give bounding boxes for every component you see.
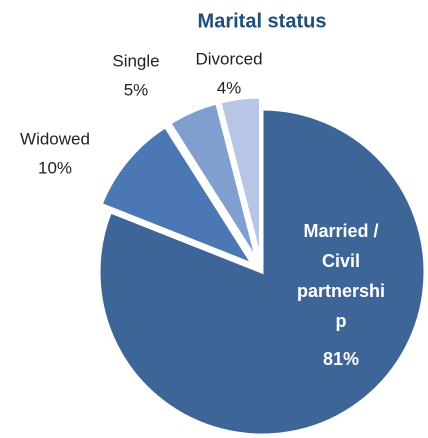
pie-slice bbox=[218, 95, 262, 261]
pie-slice bbox=[167, 101, 259, 262]
value-label: 4% bbox=[217, 78, 242, 97]
value-label: 5% bbox=[124, 80, 149, 99]
pie-slice bbox=[99, 124, 257, 268]
slice-label-box: Married / Civil partnership bbox=[296, 221, 386, 331]
slice-label: Divorced bbox=[195, 49, 262, 68]
slice-label: Widowed bbox=[20, 129, 90, 148]
value-label: 10% bbox=[38, 158, 72, 177]
chart-title: Marital status bbox=[198, 10, 327, 32]
pie-slice bbox=[97, 107, 427, 437]
value-label: 81% bbox=[323, 349, 359, 369]
slice-label: Married / Civil partnership bbox=[296, 221, 386, 331]
slice-label: Single bbox=[112, 51, 159, 70]
